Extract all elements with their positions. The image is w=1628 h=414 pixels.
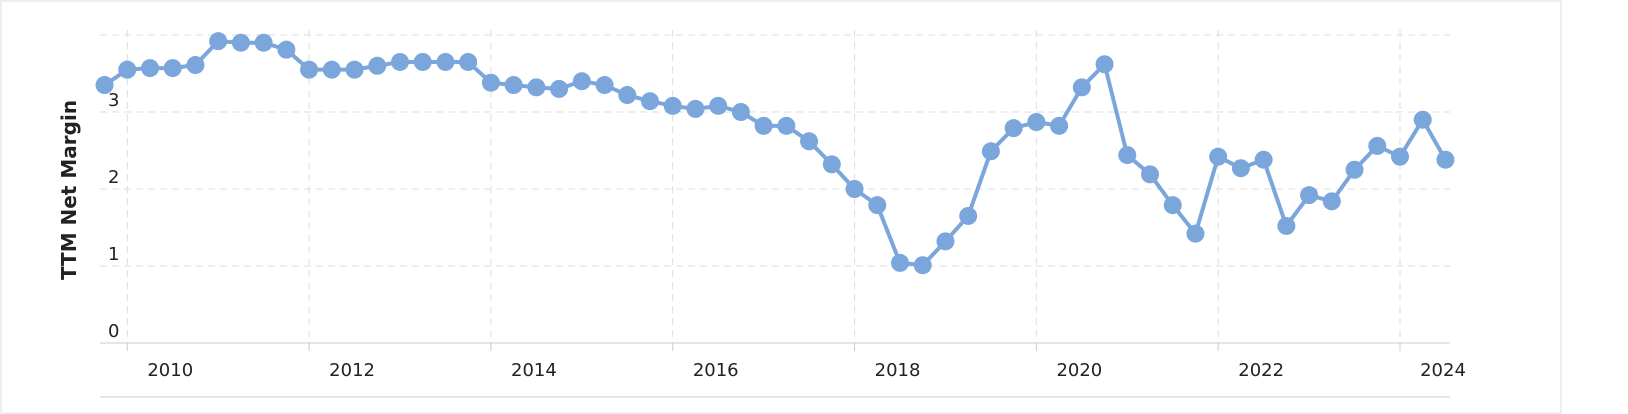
data-point [913, 256, 932, 275]
data-point [595, 76, 614, 95]
data-point [891, 253, 909, 272]
data-point [1004, 119, 1023, 138]
data-point [277, 40, 296, 59]
y-axis-label: TTM Net Margin [57, 100, 81, 280]
data-point [1027, 113, 1046, 132]
data-point [936, 232, 955, 251]
data-point [95, 76, 114, 95]
frame [0, 0, 1562, 414]
data-point [822, 155, 841, 174]
y-tick-label: 2 [108, 167, 119, 188]
data-point [254, 33, 273, 52]
x-tick-label: 2018 [875, 360, 921, 381]
data-point [504, 76, 523, 95]
data-point [300, 60, 319, 79]
data-point [141, 59, 159, 78]
y-tick-label: 1 [108, 244, 119, 265]
data-point [1141, 165, 1159, 184]
data-point [754, 116, 773, 135]
data-point [1095, 55, 1114, 74]
data-point [663, 96, 682, 115]
data-point [1368, 136, 1387, 155]
data-point [845, 180, 864, 198]
data-point [368, 56, 387, 75]
data-point [209, 32, 228, 51]
data-point [1231, 159, 1250, 178]
data-point [686, 99, 705, 118]
data-point [981, 142, 1000, 161]
data-point [777, 116, 796, 135]
data-point [550, 79, 569, 98]
x-tick-label: 2010 [147, 360, 193, 381]
y-tick-label: 3 [108, 90, 119, 111]
data-point [391, 52, 409, 71]
data-point [1072, 78, 1091, 97]
data-point [1118, 146, 1137, 165]
data-point [1322, 192, 1341, 211]
data-point [527, 78, 546, 97]
data-point [413, 52, 432, 71]
x-tick-label: 2016 [693, 360, 739, 381]
x-tick-label: 2012 [329, 360, 375, 381]
data-point [1391, 147, 1409, 166]
data-point [118, 60, 137, 79]
data-point [1413, 110, 1432, 129]
data-point [800, 132, 819, 151]
x-tick-label: 2024 [1420, 360, 1466, 381]
data-point [709, 96, 728, 115]
x-tick-label: 2020 [1056, 360, 1102, 381]
data-point [436, 52, 455, 71]
data-point [641, 92, 659, 111]
data-point [1254, 150, 1273, 169]
x-tick-label: 2014 [511, 360, 557, 381]
data-point [322, 60, 341, 79]
data-point [1050, 116, 1069, 135]
data-point [186, 56, 205, 75]
data-point [1277, 216, 1296, 235]
data-point [1345, 160, 1364, 179]
data-point [868, 196, 887, 215]
data-point [572, 72, 591, 91]
data-point [459, 52, 478, 71]
data-point [1209, 147, 1228, 166]
data-point [1163, 196, 1182, 215]
x-tick-label: 2022 [1238, 360, 1284, 381]
data-point [618, 86, 637, 105]
data-point [345, 60, 364, 79]
y-tick-label: 0 [108, 321, 119, 342]
data-point [1300, 186, 1319, 205]
data-point [731, 103, 750, 121]
data-point [163, 59, 182, 78]
data-point [959, 206, 978, 225]
data-point [481, 73, 500, 92]
data-point [1186, 224, 1205, 243]
data-point [1436, 150, 1455, 169]
data-point [231, 33, 250, 52]
